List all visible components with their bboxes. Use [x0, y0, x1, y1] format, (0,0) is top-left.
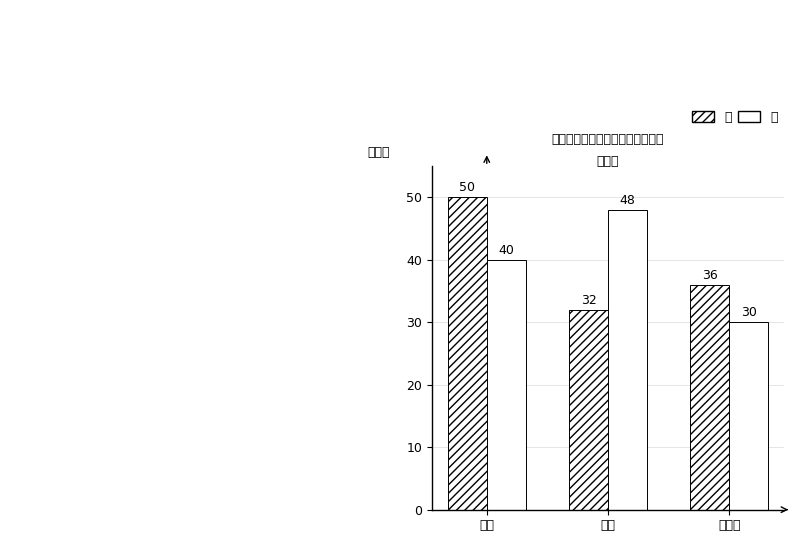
Text: 32: 32	[581, 294, 597, 307]
Bar	[690, 285, 730, 510]
Text: 40: 40	[498, 244, 514, 257]
Text: 图强小学六年级学生参加跑步情况: 图强小学六年级学生参加跑步情况	[552, 133, 664, 146]
Text: 统计图: 统计图	[597, 155, 619, 168]
Text: 36: 36	[702, 269, 718, 282]
Bar	[730, 322, 768, 510]
Bar	[608, 210, 646, 510]
Bar	[570, 310, 608, 510]
Text: 30: 30	[741, 306, 757, 319]
Bar	[448, 197, 486, 510]
Y-axis label: （人）: （人）	[367, 146, 390, 160]
Text: 48: 48	[619, 194, 635, 207]
Text: 50: 50	[459, 181, 475, 194]
Legend: 男, 女: 男, 女	[691, 111, 778, 124]
Bar	[486, 260, 526, 510]
